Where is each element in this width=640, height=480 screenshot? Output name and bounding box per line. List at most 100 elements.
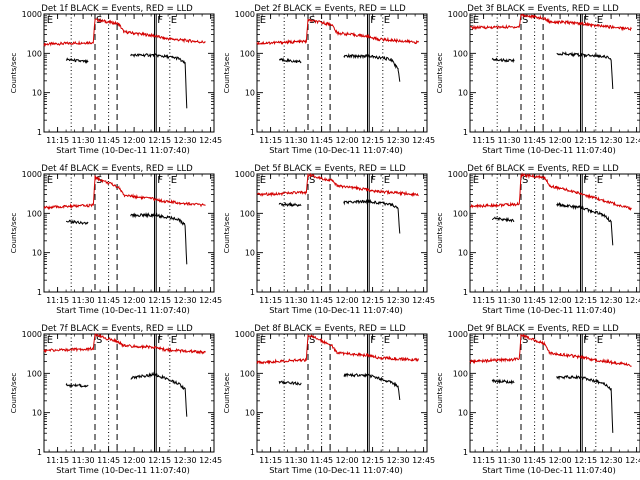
x-axis-label: Start Time (10-Dec-11 11:07:40) (56, 145, 190, 155)
x-axis-label: Start Time (10-Dec-11 11:07:40) (269, 305, 403, 315)
x-tick-label: 11:15 (472, 296, 495, 305)
x-tick-label: 12:45 (412, 296, 435, 305)
x-tick-label: 11:15 (259, 456, 282, 465)
x-tick-label: 12:30 (174, 296, 197, 305)
x-tick-label: 11:45 (97, 136, 120, 145)
x-tick-label: 11:30 (285, 296, 308, 305)
y-tick-label: 100 (240, 209, 255, 218)
x-tick-label: 11:15 (259, 136, 282, 145)
event-marker-label: E (260, 335, 266, 346)
event-marker-label: E (171, 335, 177, 346)
event-marker-label: E (171, 175, 177, 186)
event-marker-label: E (473, 175, 479, 186)
x-tick-label: 11:45 (310, 296, 333, 305)
y-tick-label: 1000 (448, 170, 468, 179)
plot-frame (43, 13, 215, 133)
x-tick-label: 12:15 (361, 296, 384, 305)
y-tick-label: 1 (463, 288, 468, 297)
x-tick-label: 11:15 (259, 296, 282, 305)
event-marker-label: E (597, 15, 603, 26)
x-tick-label: 11:15 (46, 456, 69, 465)
event-marker-label: F (157, 175, 163, 186)
panel-title: Det 3f BLACK = Events, RED = LLD (467, 4, 619, 14)
y-tick-label: 1000 (448, 330, 468, 339)
events-series-line (491, 378, 515, 385)
x-tick-label: 12:00 (549, 136, 572, 145)
x-tick-label: 11:30 (498, 456, 521, 465)
x-tick-label: 12:00 (123, 136, 146, 145)
y-axis-label: Counts/sec (435, 213, 444, 254)
x-axis-label: Start Time (10-Dec-11 11:07:40) (482, 145, 616, 155)
event-marker-label: S (96, 175, 102, 186)
x-tick-label: 12:15 (148, 136, 171, 145)
plot-frame (43, 173, 215, 293)
x-tick-label: 12:45 (625, 296, 640, 305)
x-tick-label: 11:45 (97, 296, 120, 305)
panel-title: Det 2f BLACK = Events, RED = LLD (254, 4, 406, 14)
x-tick-label: 11:45 (523, 136, 546, 145)
y-tick-label: 10 (458, 409, 468, 418)
y-tick-label: 100 (27, 49, 42, 58)
y-tick-label: 1000 (22, 10, 42, 19)
y-tick-label: 10 (32, 89, 42, 98)
x-tick-label: 12:15 (574, 296, 597, 305)
y-tick-label: 100 (240, 369, 255, 378)
y-tick-label: 1000 (235, 170, 255, 179)
events-series-line (65, 57, 89, 64)
y-tick-label: 10 (458, 89, 468, 98)
x-tick-label: 12:45 (412, 456, 435, 465)
lld-series-line (256, 333, 419, 365)
detector-panel-7: Det 7f BLACK = Events, RED = LLD 1 10 100 10… (9, 324, 222, 475)
plot-frame (469, 13, 640, 133)
x-tick-label: 12:15 (574, 136, 597, 145)
x-axis-label: Start Time (10-Dec-11 11:07:40) (482, 305, 616, 315)
events-series-line (343, 52, 401, 82)
y-tick-label: 1000 (235, 330, 255, 339)
plot-frame (256, 333, 428, 453)
panel-title: Det 1f BLACK = Events, RED = LLD (41, 4, 193, 14)
y-tick-label: 1 (37, 128, 42, 137)
y-tick-label: 10 (458, 249, 468, 258)
x-tick-label: 12:15 (361, 456, 384, 465)
event-marker-label: E (473, 335, 479, 346)
detector-panel-1: Det 1f BLACK = Events, RED = LLD 1 10 100 10… (9, 4, 222, 155)
y-axis-label: Counts/sec (222, 53, 231, 94)
detector-panel-6: Det 6f BLACK = Events, RED = LLD 1 10 100 10… (435, 164, 640, 315)
event-marker-label: E (597, 175, 603, 186)
plot-frame (256, 13, 428, 133)
x-tick-label: 11:30 (72, 296, 95, 305)
y-tick-label: 10 (245, 249, 255, 258)
y-tick-label: 1 (463, 128, 468, 137)
detector-panel-3: Det 3f BLACK = Events, RED = LLD 1 10 100 10… (435, 4, 640, 155)
event-marker-label: S (522, 175, 528, 186)
detector-panel-8: Det 8f BLACK = Events, RED = LLD 1 10 100 10… (222, 324, 435, 475)
lld-series-line (470, 13, 632, 32)
y-axis-label: Counts/sec (222, 213, 231, 254)
x-tick-label: 11:45 (310, 136, 333, 145)
y-axis-label: Counts/sec (222, 373, 231, 414)
x-tick-label: 12:15 (148, 456, 171, 465)
x-tick-label: 12:45 (625, 136, 640, 145)
events-series-line (491, 57, 515, 64)
x-tick-label: 12:00 (336, 136, 359, 145)
plot-frame (469, 173, 640, 293)
x-tick-label: 12:30 (174, 456, 197, 465)
y-tick-label: 100 (240, 49, 255, 58)
y-tick-label: 1000 (22, 170, 42, 179)
x-axis-label: Start Time (10-Dec-11 11:07:40) (56, 305, 190, 315)
x-tick-label: 12:30 (600, 456, 623, 465)
x-tick-label: 12:30 (387, 136, 410, 145)
event-marker-label: E (47, 335, 53, 346)
y-tick-label: 1 (37, 448, 42, 457)
event-marker-label: F (583, 175, 589, 186)
lld-series-line (43, 175, 206, 210)
y-tick-label: 1000 (235, 10, 255, 19)
y-tick-label: 1 (250, 448, 255, 457)
x-tick-label: 12:45 (625, 456, 640, 465)
events-series-line (130, 211, 188, 265)
x-tick-label: 12:45 (412, 136, 435, 145)
y-tick-label: 1 (463, 448, 468, 457)
y-tick-label: 1 (250, 288, 255, 297)
x-tick-label: 12:00 (549, 456, 572, 465)
